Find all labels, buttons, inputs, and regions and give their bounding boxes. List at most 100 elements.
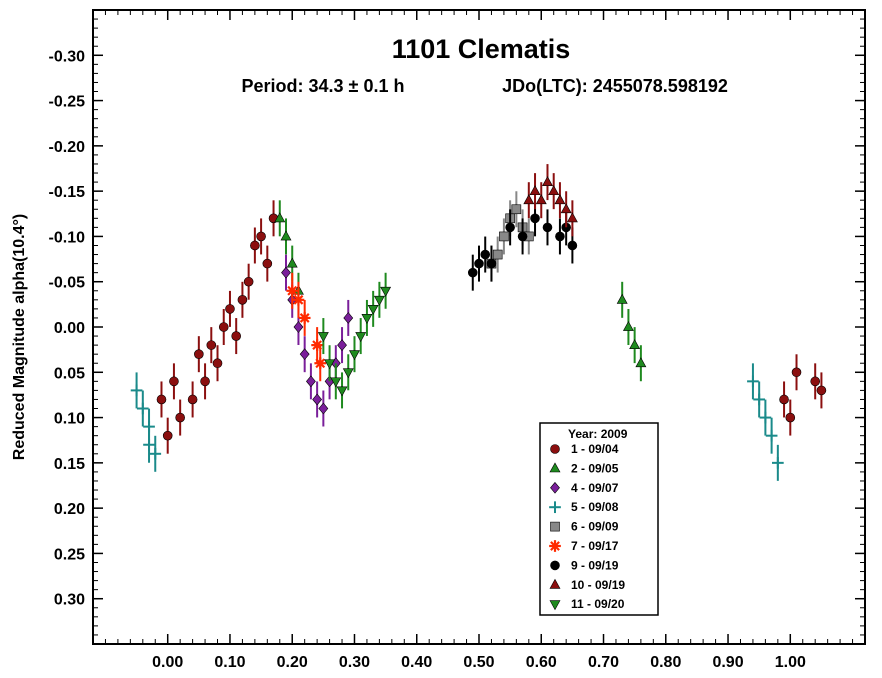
legend-label: 9 - 09/19 <box>571 558 619 572</box>
data-point <box>149 447 162 460</box>
y-tick-label: 0.15 <box>54 456 85 473</box>
data-point <box>548 185 560 196</box>
data-point <box>785 412 796 423</box>
y-tick-label: -0.20 <box>49 139 86 156</box>
series-7 <box>523 164 578 237</box>
data-point <box>318 402 329 415</box>
y-tick-label: -0.15 <box>49 184 86 201</box>
data-point <box>542 176 553 186</box>
x-tick-labels: 0.00 0.10 0.20 0.30 0.40 0.50 0.60 0.70 0.80 0.90… <box>152 654 806 671</box>
data-point <box>312 393 323 406</box>
y-tick-label: -0.05 <box>49 275 86 292</box>
data-point <box>810 376 820 387</box>
data-point <box>486 258 497 269</box>
x-tick-label: 0.70 <box>588 654 619 671</box>
data-point <box>492 249 503 260</box>
data-point <box>298 312 311 324</box>
data-point <box>225 304 235 314</box>
data-point <box>555 231 565 242</box>
data-point <box>554 194 566 205</box>
data-point <box>373 295 385 306</box>
legend-label: 7 - 09/17 <box>571 539 619 553</box>
data-point <box>324 359 336 370</box>
data-point <box>635 357 647 368</box>
data-point <box>218 322 229 332</box>
legend-label: 1 - 09/04 <box>571 442 619 456</box>
series-0 <box>156 200 827 454</box>
data-point <box>299 348 310 361</box>
data-point <box>237 295 248 305</box>
y-tick-labels: -0.30 -0.25 -0.20 -0.15 -0.10 -0.05 0.00 0.05 0.… <box>49 48 86 608</box>
legend-label: 4 - 09/07 <box>571 481 619 495</box>
legend-label: 5 - 09/08 <box>571 500 619 514</box>
data-point <box>306 375 316 388</box>
data-point <box>243 276 254 287</box>
data-point <box>629 339 641 350</box>
data-point <box>330 377 342 388</box>
data-point <box>175 412 185 423</box>
data-marks <box>130 164 827 481</box>
data-point <box>206 340 217 350</box>
data-point <box>474 258 484 269</box>
data-point <box>505 222 515 233</box>
x-tick-label: 0.30 <box>339 654 370 671</box>
data-point <box>337 339 347 351</box>
data-point <box>187 394 198 405</box>
x-tick-label: 0.90 <box>712 654 743 671</box>
data-point <box>467 267 478 278</box>
data-point <box>336 386 348 397</box>
y-axis-label: Reduced Magnitude alpha(10.4°) <box>11 214 28 460</box>
data-point <box>566 212 578 223</box>
data-point <box>256 231 266 242</box>
legend-marker <box>549 540 561 552</box>
x-tick-label: 0.80 <box>650 654 681 671</box>
data-point <box>162 430 173 441</box>
x-tick-label: 1.00 <box>775 654 806 671</box>
x-tick-label: 0.10 <box>214 654 245 671</box>
data-point <box>616 293 628 304</box>
legend-marker <box>549 501 561 514</box>
data-point <box>560 203 572 214</box>
data-point <box>367 304 379 315</box>
legend-marker <box>549 578 561 589</box>
x-tick-label: 0.40 <box>401 654 432 671</box>
legend-marker <box>550 481 560 494</box>
data-point <box>499 231 509 242</box>
legend-marker <box>550 560 560 571</box>
data-point <box>314 357 327 370</box>
data-point <box>343 312 354 324</box>
data-point <box>511 204 522 215</box>
y-tick-label: 0.00 <box>54 320 85 337</box>
data-point <box>380 286 392 297</box>
data-point <box>480 249 491 260</box>
data-point <box>779 394 789 405</box>
data-point <box>759 411 772 424</box>
data-point <box>130 384 143 397</box>
period-label: Period: 34.3 ± 0.1 h <box>242 76 405 96</box>
data-point <box>136 402 149 415</box>
legend-items: 1 - 09/04 2 - 09/05 4 - 09/07 5 - 09/08 6 - … <box>549 442 625 611</box>
legend-label: 6 - 09/09 <box>571 520 619 534</box>
data-point <box>567 240 578 251</box>
data-point <box>156 394 167 405</box>
x-tick-label: 0.00 <box>152 654 183 671</box>
data-point <box>293 321 304 333</box>
data-point <box>529 185 541 196</box>
y-tick-label: 0.20 <box>54 501 85 518</box>
data-point <box>771 457 784 469</box>
y-tick-label: 0.10 <box>54 411 85 428</box>
data-point <box>542 222 553 233</box>
data-point <box>530 213 540 224</box>
legend-box <box>539 422 659 616</box>
series-8 <box>317 272 392 409</box>
data-point <box>292 293 305 306</box>
data-point <box>212 358 223 369</box>
series-3 <box>130 363 784 481</box>
legend-marker <box>550 521 560 532</box>
legend-marker <box>550 444 560 454</box>
axis-ticks <box>93 10 865 644</box>
y-tick-label: 0.05 <box>54 365 85 382</box>
data-point <box>342 368 354 379</box>
data-point <box>517 231 528 242</box>
series-1 <box>274 200 647 382</box>
